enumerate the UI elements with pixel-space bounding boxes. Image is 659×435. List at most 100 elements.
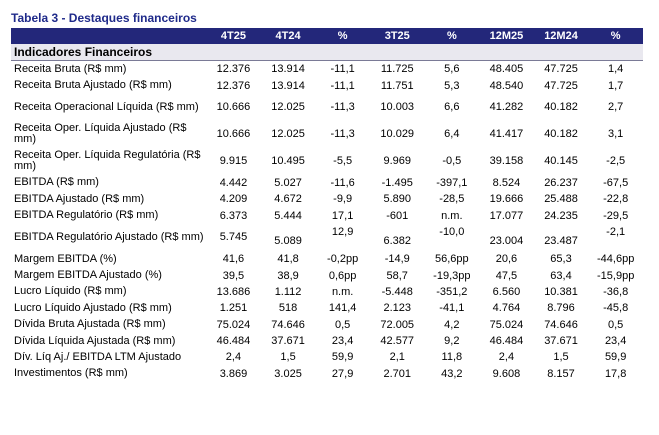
value-text: 4.672 — [274, 193, 302, 206]
value-text: 9.969 — [383, 155, 411, 168]
value-text: 12.025 — [271, 128, 305, 141]
value-cell: 2,4 — [479, 349, 534, 365]
value-cell: 74.646 — [534, 317, 589, 333]
value-cell: 12.025 — [261, 121, 316, 148]
value-text: 42.577 — [380, 335, 415, 348]
value-cell: 42.577 — [370, 333, 425, 349]
value-text: -10,0 — [439, 226, 465, 239]
value-cell: 5.444 — [261, 208, 316, 224]
value-cell: 4.209 — [206, 191, 261, 207]
value-cell: 5.089 — [261, 224, 316, 251]
value-cell: -11,6 — [315, 175, 370, 191]
value-cell: -28,5 — [425, 191, 480, 207]
value-cell: 17,1 — [315, 208, 370, 224]
value-cell: 17.077 — [479, 208, 534, 224]
table-row: Receita Operacional Líquida (R$ mm) 10.66… — [11, 94, 643, 121]
table-row: Receita Oper. Líquida Regulatória (R$ mm… — [11, 148, 643, 175]
value-cell: 11.725 — [370, 61, 425, 78]
value-text: 11.751 — [380, 79, 414, 92]
value-text: 5.745 — [219, 231, 248, 244]
value-cell: 8.157 — [534, 366, 589, 382]
value-text: 56,6pp — [435, 253, 469, 266]
value-cell: 10.003 — [370, 94, 425, 121]
value-text: 17,8 — [604, 367, 627, 380]
value-text: 47.725 — [544, 63, 578, 76]
value-cell: 1,7 — [588, 77, 643, 93]
value-cell: n.m. — [425, 208, 480, 224]
value-cell: 8.796 — [534, 300, 589, 316]
value-cell: 4.764 — [479, 300, 534, 316]
value-cell: 4.672 — [261, 191, 316, 207]
value-cell: 2.701 — [370, 366, 425, 382]
value-text: 41,6 — [222, 253, 245, 266]
value-cell: 56,6pp — [425, 251, 480, 267]
value-cell: 6,4 — [425, 121, 480, 148]
value-cell: -397,1 — [425, 175, 480, 191]
value-text: 46.484 — [216, 335, 251, 348]
value-cell: 41.417 — [479, 121, 534, 148]
value-text: 0,6pp — [328, 269, 357, 282]
value-text: 6.560 — [492, 285, 521, 298]
value-cell: 47.725 — [534, 61, 589, 78]
value-cell: 5.890 — [370, 191, 425, 207]
value-cell: -0,2pp — [315, 251, 370, 267]
value-cell: 2,4 — [206, 349, 261, 365]
value-text: -14,9 — [384, 253, 410, 266]
value-text: 23,4 — [604, 335, 627, 348]
row-label: Receita Bruta (R$ mm) — [14, 62, 127, 75]
value-cell: -29,5 — [588, 208, 643, 224]
value-cell: 10.381 — [534, 284, 589, 300]
value-text: 20,6 — [495, 253, 518, 266]
value-cell: 5.745 — [206, 224, 261, 251]
value-text: 1,5 — [553, 351, 569, 364]
value-cell: 39.158 — [479, 148, 534, 175]
value-text: -28,5 — [439, 193, 465, 206]
section-title: Indicadores Financeiros — [11, 44, 643, 61]
value-cell: 6.382 — [370, 224, 425, 251]
value-text: 26.237 — [544, 176, 578, 189]
value-text: 40.145 — [544, 155, 578, 168]
value-text: 11.725 — [380, 63, 414, 76]
value-cell: 38,9 — [261, 267, 316, 283]
value-text: 48.405 — [489, 63, 524, 76]
table-row: Dívida Bruta Ajustada (R$ mm) 75.024 74.64… — [11, 317, 643, 333]
value-text: 6,4 — [444, 128, 460, 141]
value-cell: -11,1 — [315, 61, 370, 78]
row-label: Dív. Líq Aj./ EBITDA LTM Ajustado — [14, 350, 182, 363]
value-cell: 4.442 — [206, 175, 261, 191]
value-cell: -351,2 — [425, 284, 480, 300]
value-text: 59,9 — [331, 351, 354, 364]
table-row: Receita Bruta (R$ mm) 12.376 13.914 -11,1 11… — [11, 61, 643, 78]
value-cell: -11,1 — [315, 77, 370, 93]
value-text: -11,1 — [330, 79, 355, 92]
value-cell: 47.725 — [534, 77, 589, 93]
row-label: Receita Oper. Líquida Ajustado (R$ mm) — [14, 122, 187, 146]
value-cell: -10,0 — [425, 224, 480, 251]
value-text: 1.251 — [219, 302, 248, 315]
value-text: 3.025 — [274, 367, 302, 380]
value-cell: n.m. — [315, 284, 370, 300]
value-cell: 0,6pp — [315, 267, 370, 283]
table-row: Investimentos (R$ mm) 3.869 3.025 27,9 2.701… — [11, 366, 643, 382]
value-text: 0,5 — [334, 318, 351, 331]
value-text: -601 — [386, 209, 409, 222]
value-cell: 58,7 — [370, 267, 425, 283]
value-text: 72.005 — [380, 318, 415, 331]
value-cell: -601 — [370, 208, 425, 224]
value-text: 39.158 — [489, 155, 524, 168]
value-text: 75.024 — [216, 318, 251, 331]
row-label: EBITDA (R$ mm) — [14, 176, 99, 189]
value-cell: 13.914 — [261, 77, 316, 93]
header-cell: % — [424, 28, 480, 44]
value-text: 11,8 — [441, 351, 463, 364]
value-text: 48.540 — [489, 79, 524, 92]
value-text: -15,9pp — [597, 269, 635, 282]
value-cell: -1.495 — [370, 175, 425, 191]
value-cell: 65,3 — [534, 251, 589, 267]
value-text: 4.209 — [219, 193, 248, 206]
value-cell: 59,9 — [315, 349, 370, 365]
value-text: 5.444 — [274, 209, 302, 222]
row-label: Receita Oper. Líquida Regulatória (R$ mm… — [14, 149, 201, 173]
value-text: 75.024 — [489, 318, 524, 331]
value-text: -5.448 — [381, 285, 413, 298]
